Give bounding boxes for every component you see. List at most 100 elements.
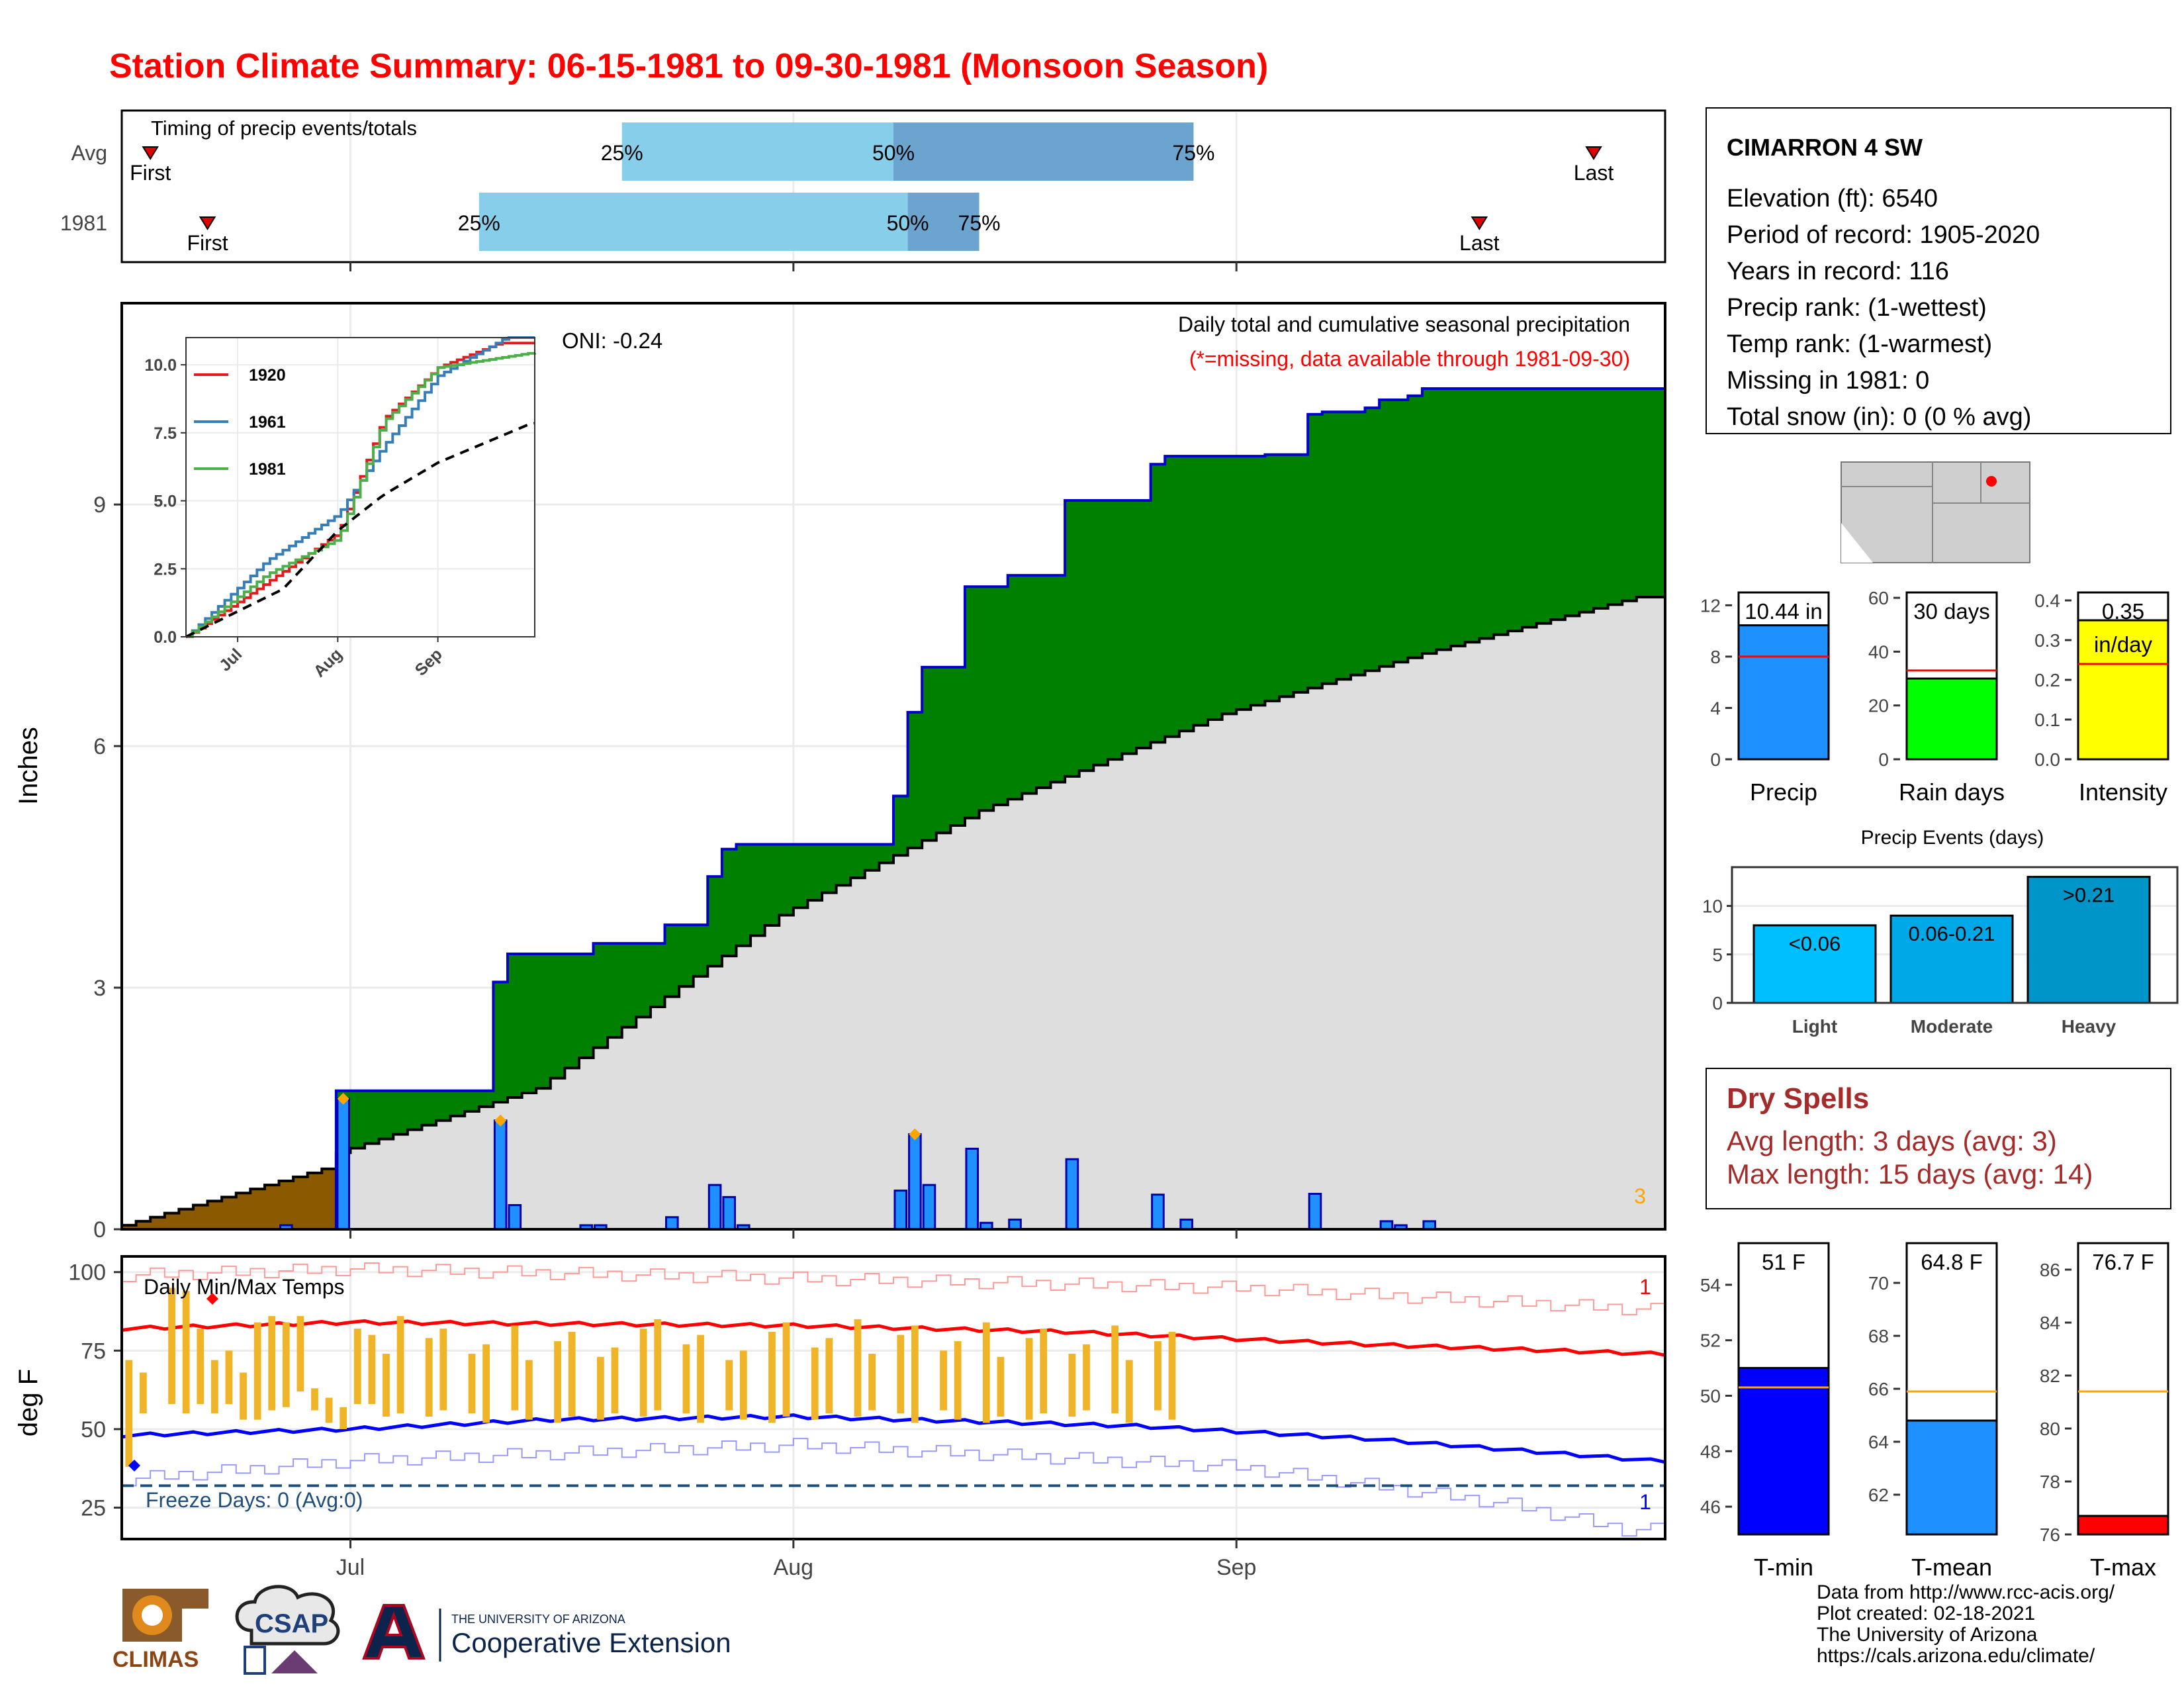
last-marker-icon — [1585, 146, 1602, 160]
precip-events-tick-label: 10 — [1702, 896, 1723, 917]
climas-logo-text: CLIMAS — [113, 1647, 199, 1672]
daily-precip-bar — [908, 1133, 922, 1231]
rain-days-summary-tick-label: 60 — [1868, 588, 1889, 608]
daily-temp-bar — [725, 1360, 733, 1411]
precip-events-title: Precip Events (days) — [1861, 827, 2044, 849]
precip-summary-tick-label: 0 — [1710, 749, 1721, 770]
timing-row-label: Avg — [71, 141, 107, 165]
timing-row-label: 1981 — [60, 211, 107, 235]
precip-event-bar — [2026, 876, 2151, 1004]
daily-temp-bar — [268, 1316, 276, 1411]
daily-temp-bar — [897, 1335, 905, 1414]
daily-temp-bar — [868, 1354, 876, 1411]
temp-x-tick-label: Aug — [774, 1555, 814, 1580]
daily-temp-bar — [1125, 1360, 1133, 1423]
timing-p75-label: 75% — [958, 211, 1001, 235]
daily-temp-bar — [611, 1347, 619, 1414]
avg-min-temp-line — [121, 1413, 1666, 1464]
daily-temp-bar — [811, 1347, 819, 1420]
inset-y-tick-label: 7.5 — [154, 424, 177, 443]
daily-temp-bar — [854, 1319, 862, 1417]
daily-temp-bar — [768, 1331, 776, 1423]
temp-min-summary-tick-label: 52 — [1700, 1331, 1721, 1351]
temp-mean-summary-tick-label: 68 — [1868, 1326, 1889, 1346]
timing-bar-25-50 — [478, 193, 908, 251]
daily-temp-bar — [197, 1329, 205, 1404]
daily-temp-bar — [596, 1356, 604, 1420]
rain-days-summary-tick-label: 40 — [1868, 641, 1889, 662]
temp-max-summary-tick-label: 84 — [2040, 1313, 2060, 1333]
daily-temp-bar — [210, 1360, 218, 1414]
daily-temp-bar — [439, 1329, 447, 1411]
record-marker-icon — [909, 1128, 921, 1141]
daily-precip-bar — [722, 1196, 736, 1231]
temp-min-summary-tick-label: 46 — [1700, 1497, 1721, 1517]
daily-temp-bar — [296, 1316, 304, 1392]
daily-temp-bar — [682, 1344, 690, 1414]
station-precip-rank: Precip rank: (1-wettest) — [1727, 294, 1987, 322]
temp-min-summary-label: T-min — [1754, 1554, 1813, 1581]
station-missing: Missing in 1981: 0 — [1727, 367, 1930, 395]
precip-y-tick-label: 6 — [93, 734, 106, 759]
daily-temp-bar — [782, 1322, 790, 1417]
last-label: Last — [1574, 161, 1614, 185]
inset-legend-label: 1981 — [249, 460, 286, 479]
record-high-marker-icon — [206, 1293, 218, 1305]
temp-min-summary-tick-label: 54 — [1700, 1275, 1721, 1295]
precip-summary-label: Precip — [1750, 778, 1817, 806]
timing-bar-50-75 — [893, 122, 1194, 181]
intensity-summary-label: Intensity — [2079, 778, 2167, 806]
observed-cumulative-line — [122, 387, 1665, 1231]
first-label: First — [130, 161, 171, 185]
ua-logo: THE UNIVERSITY OF ARIZONA Cooperative Ex… — [362, 1604, 731, 1662]
state-map — [1841, 461, 2030, 563]
precip-event-value-label: >0.21 — [2063, 884, 2115, 907]
temp-y-tick-label: 50 — [81, 1417, 106, 1442]
climas-logo: CLIMAS — [113, 1589, 208, 1672]
daily-temp-bar — [425, 1338, 433, 1417]
timing-p25-label: 25% — [601, 141, 643, 165]
temp-mean-summary-tick-label: 64 — [1868, 1432, 1889, 1452]
intensity-summary-tick-label: 0.4 — [2034, 590, 2060, 611]
temp-max-summary-value-label: 76.7 F — [2092, 1250, 2154, 1274]
temp-panel-frame — [120, 1255, 1666, 1540]
missing-data-note: (*=missing, data available through 1981-… — [1189, 347, 1630, 371]
daily-temp-bar — [982, 1322, 990, 1423]
record-min-line — [122, 1438, 1666, 1537]
inset-y-tick-label: 5.0 — [154, 492, 177, 511]
daily-temp-bar — [482, 1344, 490, 1423]
last-label: Last — [1459, 231, 1500, 255]
daily-temp-bar — [383, 1354, 390, 1417]
inset-series-line — [186, 352, 536, 638]
daily-temp-bar — [554, 1341, 561, 1423]
temp-max-summary-bar — [2077, 1515, 2169, 1536]
record-max-line — [122, 1262, 1666, 1315]
daily-temp-bar — [253, 1322, 261, 1420]
temp-max-summary-tick-label: 82 — [2040, 1366, 2060, 1386]
timing-bar-25-50 — [621, 122, 893, 181]
temp-min-summary-tick-label: 50 — [1700, 1385, 1721, 1406]
daily-temp-bar — [1068, 1354, 1076, 1417]
missing-count-label: 3 — [1634, 1184, 1646, 1208]
intensity-summary-bar — [2077, 619, 2169, 761]
daily-temp-bar — [468, 1354, 476, 1414]
temp-max-summary-tick-label: 86 — [2040, 1260, 2060, 1280]
daily-temp-bar — [182, 1291, 190, 1414]
precip-summary-bar — [1737, 624, 1830, 761]
inset-series-line — [186, 336, 535, 638]
inset-y-tick-label: 0.0 — [154, 628, 177, 647]
dry-spells-avg: Avg length: 3 days (avg: 3) — [1727, 1125, 2057, 1156]
station-temp-rank: Temp rank: (1-warmest) — [1727, 330, 1993, 358]
daily-temp-bar — [825, 1338, 833, 1414]
intensity-summary-tick-label: 0.3 — [2034, 630, 2060, 651]
daily-temp-bar — [525, 1360, 533, 1420]
credit-line: https://cals.arizona.edu/climate/ — [1817, 1645, 2095, 1667]
precip-event-category-label: Moderate — [1911, 1016, 1993, 1037]
station-period: Period of record: 1905-2020 — [1727, 221, 2040, 249]
daily-temp-bar — [697, 1335, 704, 1423]
temp-panel-title: Daily Min/Max Temps — [144, 1275, 344, 1299]
timing-panel-label: Timing of precip events/totals — [151, 117, 417, 140]
daily-temp-bar — [654, 1319, 662, 1411]
dry-spells-box: Dry Spells Avg length: 3 days (avg: 3) M… — [1706, 1068, 2171, 1209]
